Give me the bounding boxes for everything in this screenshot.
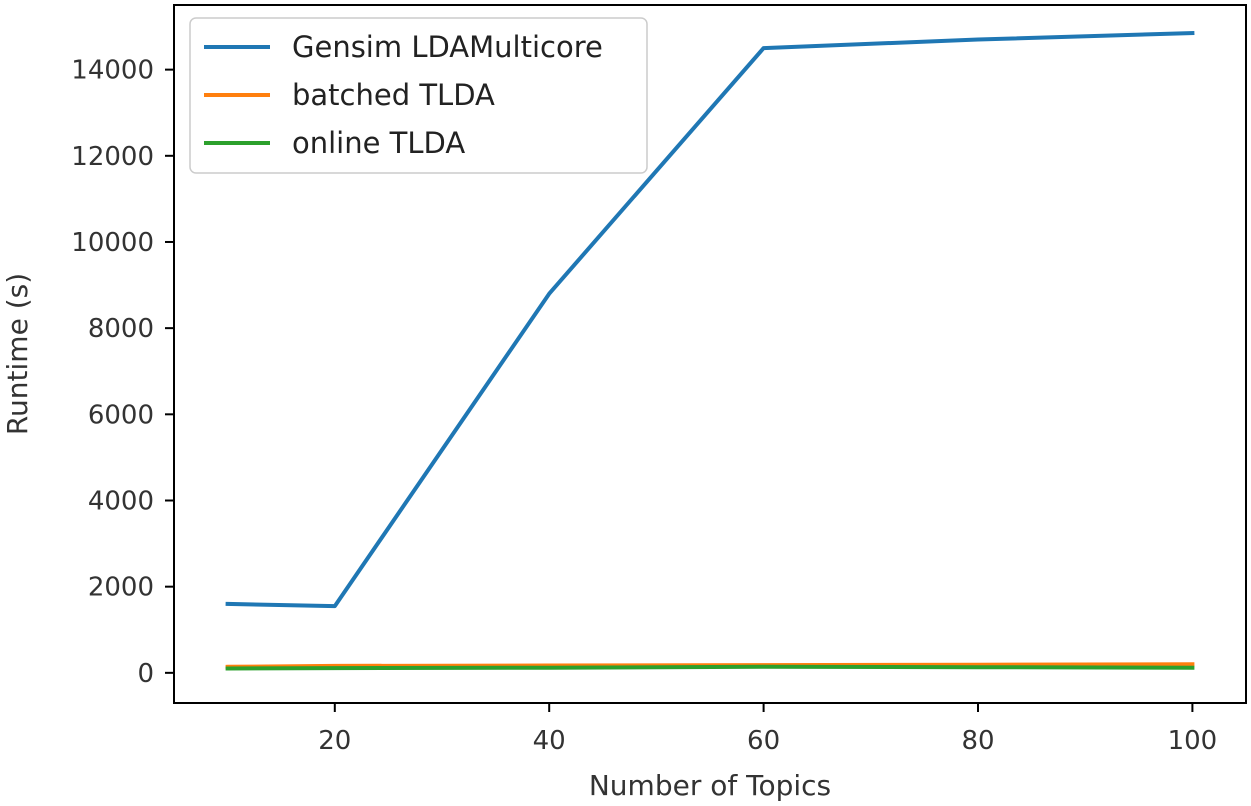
legend-label-0: Gensim LDAMulticore <box>292 30 603 64</box>
x-axis: 20 40 60 80 100 <box>318 703 1217 756</box>
y-tick-label: 6000 <box>88 400 154 430</box>
series-layer <box>225 30 1195 671</box>
legend-label-2: online TLDA <box>292 126 465 160</box>
x-axis-title: Number of Topics <box>589 769 831 802</box>
y-tick-label: 10000 <box>71 228 154 258</box>
x-tick-label: 20 <box>318 726 351 756</box>
y-axis-title: Runtime (s) <box>1 273 34 435</box>
x-tick-label: 100 <box>1168 726 1218 756</box>
x-tick-label: 80 <box>961 726 994 756</box>
y-tick-label: 4000 <box>88 486 154 516</box>
y-axis: 0 2000 4000 6000 8000 10000 12000 14000 <box>71 56 174 689</box>
y-tick-label: 14000 <box>71 56 154 86</box>
legend-label-1: batched TLDA <box>292 78 495 112</box>
y-tick-label: 2000 <box>88 573 154 603</box>
plot-frame <box>173 4 1247 704</box>
legend: Gensim LDAMulticore batched TLDA online TL… <box>189 17 648 174</box>
y-tick-label: 0 <box>137 659 154 689</box>
x-tick-label: 40 <box>533 726 566 756</box>
x-tick-label: 60 <box>747 726 780 756</box>
series-line-2 <box>225 664 1195 671</box>
legend-box <box>189 17 648 174</box>
series-line-0 <box>225 30 1195 609</box>
y-tick-label: 8000 <box>88 314 154 344</box>
y-tick-label: 12000 <box>71 142 154 172</box>
